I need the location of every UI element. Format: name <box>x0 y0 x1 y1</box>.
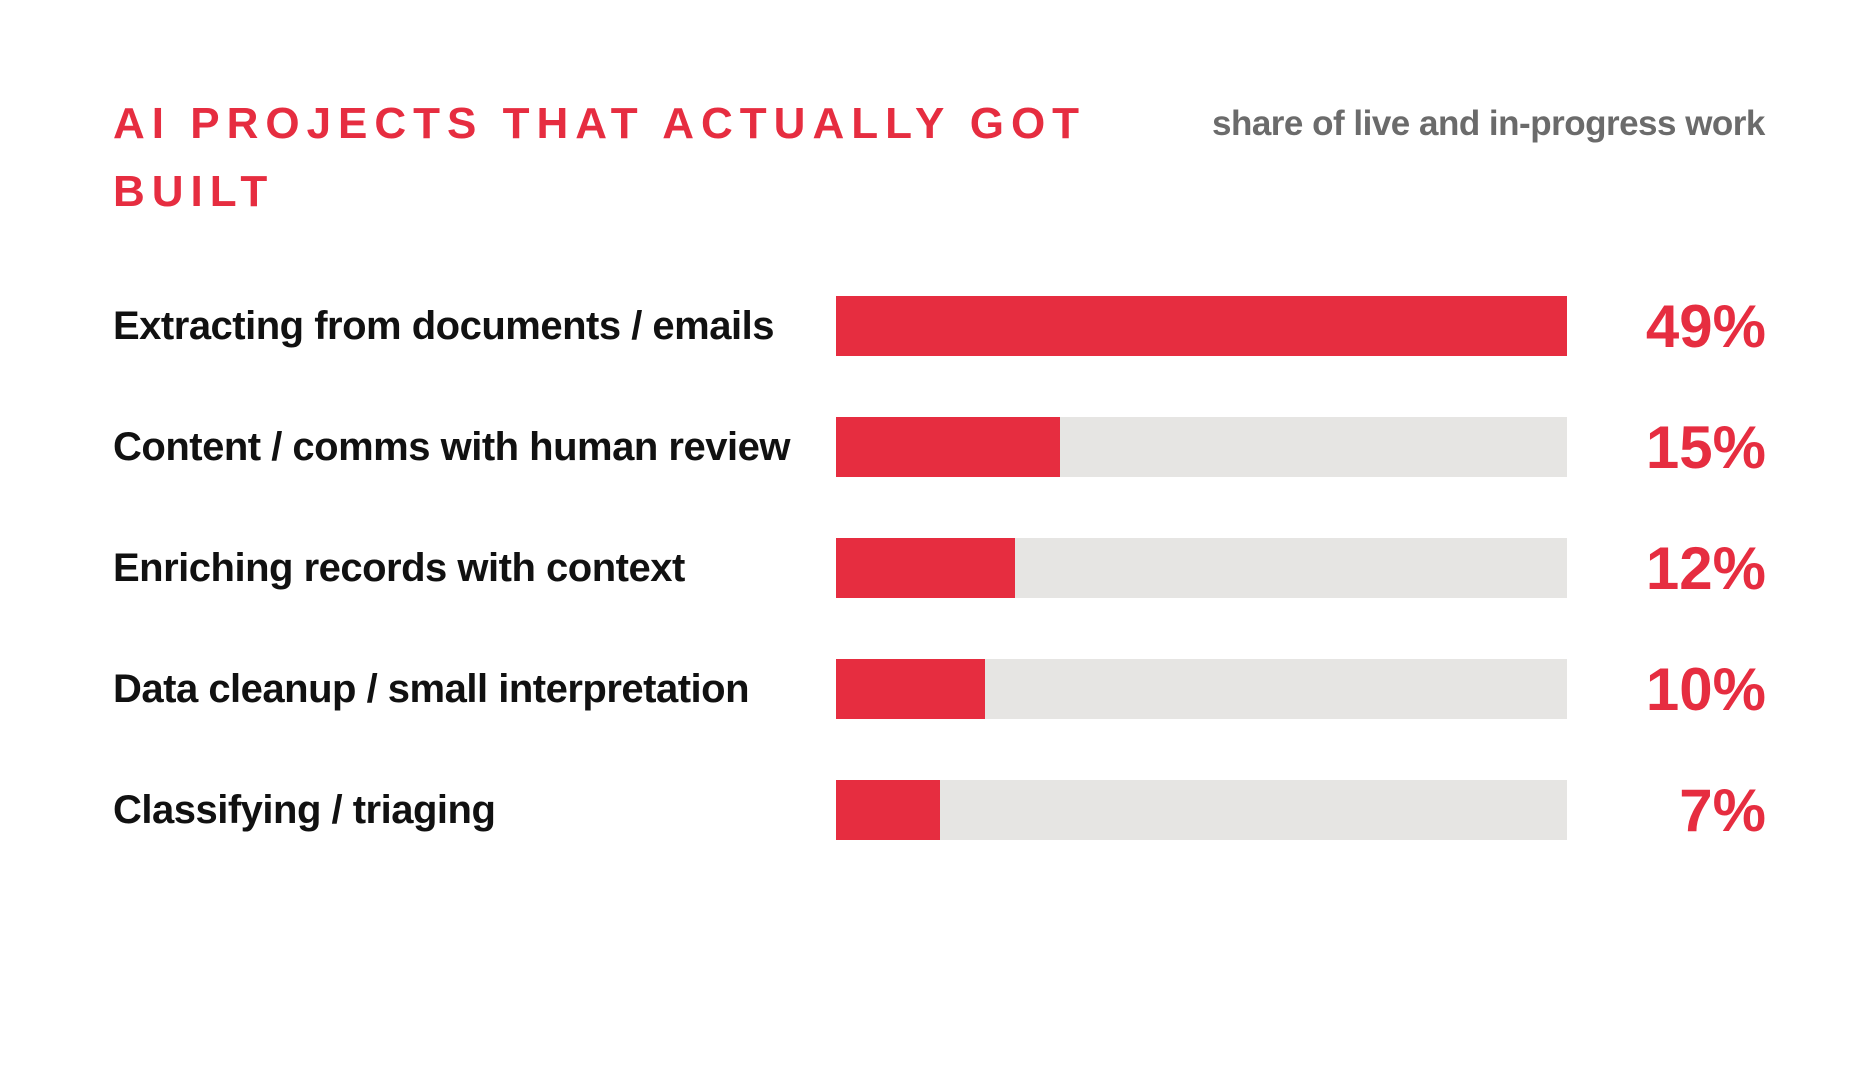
value-label: 49% <box>1645 292 1766 360</box>
bar-row: Classifying / triaging 7% <box>113 762 1766 858</box>
bar <box>836 296 1567 356</box>
bar <box>836 780 941 840</box>
bar-row: Content / comms with human review 15% <box>113 399 1766 495</box>
chart-title: AI PROJECTS THAT ACTUALLY GOT BUILT <box>113 99 1087 216</box>
bar-row: Extracting from documents / emails 49% <box>113 278 1766 374</box>
category-label: Data cleanup / small interpretation <box>113 667 750 711</box>
bar-row: Enriching records with context 12% <box>113 520 1766 616</box>
bar <box>836 538 1016 598</box>
value-label: 12% <box>1645 534 1766 602</box>
bar <box>836 659 986 719</box>
category-label: Classifying / triaging <box>113 788 496 832</box>
category-label: Enriching records with context <box>113 546 685 590</box>
bar-rows: Extracting from documents / emails 49% Con… <box>113 278 1766 858</box>
bar-track <box>836 296 1567 356</box>
bar-row: Data cleanup / small interpretation 10% <box>113 641 1766 737</box>
category-label: Content / comms with human review <box>113 425 790 469</box>
bar-track <box>836 538 1567 598</box>
value-label: 15% <box>1645 413 1766 481</box>
chart-subtitle: share of live and in-progress work <box>1212 104 1765 143</box>
bar-track <box>836 659 1567 719</box>
value-label: 10% <box>1645 655 1766 723</box>
bar <box>836 417 1060 477</box>
bar-track <box>836 780 1567 840</box>
category-label: Extracting from documents / emails <box>113 304 774 348</box>
bar-track <box>836 417 1567 477</box>
value-label: 7% <box>1679 776 1766 844</box>
